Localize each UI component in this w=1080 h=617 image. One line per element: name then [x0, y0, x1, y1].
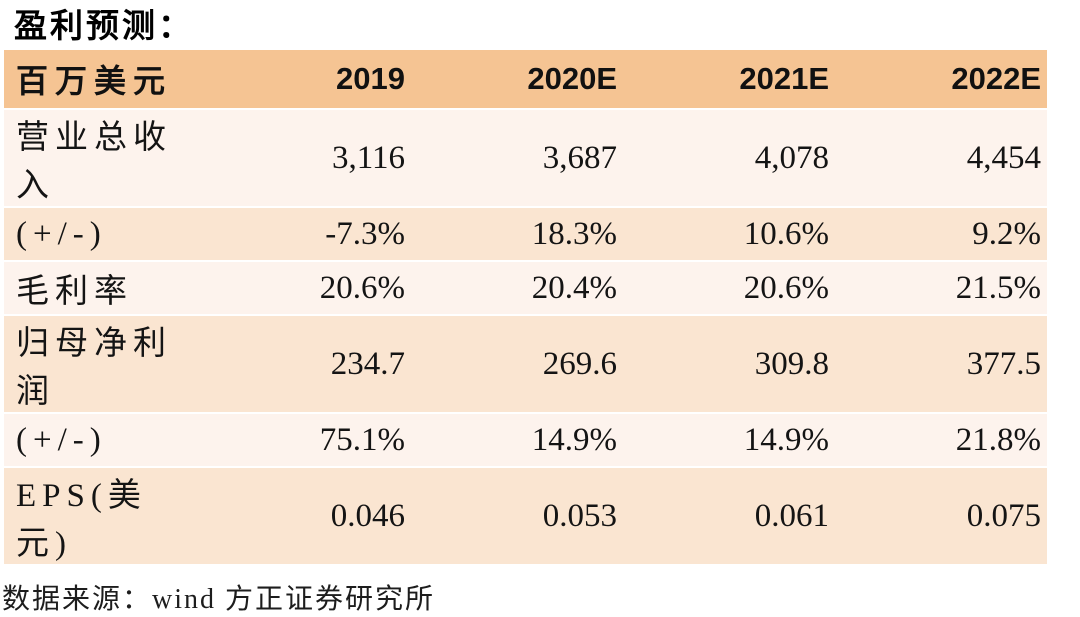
- table-row-revenue-growth: (+/-) -7.3% 18.3% 10.6% 9.2%: [4, 206, 1047, 260]
- row-label: 营业总收入: [4, 108, 199, 206]
- cell-value: 0.046: [199, 466, 411, 564]
- row-label: 归母净利润: [4, 314, 199, 412]
- row-label: EPS(美元): [4, 466, 199, 564]
- row-label: (+/-): [4, 412, 199, 466]
- cell-value: 75.1%: [199, 412, 411, 466]
- table-row-eps: EPS(美元) 0.046 0.053 0.061 0.075: [4, 466, 1047, 564]
- cell-value: 20.4%: [411, 260, 623, 314]
- cell-value: 18.3%: [411, 206, 623, 260]
- cell-value: 0.053: [411, 466, 623, 564]
- cell-value: 14.9%: [411, 412, 623, 466]
- cell-value: -7.3%: [199, 206, 411, 260]
- cell-value: 20.6%: [623, 260, 835, 314]
- table-row-revenue: 营业总收入 3,116 3,687 4,078 4,454: [4, 108, 1047, 206]
- page-title: 盈利预测：: [14, 9, 194, 45]
- table-row-gross-margin: 毛利率 20.6% 20.4% 20.6% 21.5%: [4, 260, 1047, 314]
- row-label: (+/-): [4, 206, 199, 260]
- cell-value: 10.6%: [623, 206, 835, 260]
- profit-forecast-figure: 盈利预测： 百万美元 2019 2020E 2021E 2022E 营业总收入 …: [2, 9, 1047, 615]
- unit-header-cell: 百万美元: [4, 50, 199, 108]
- year-header-2019: 2019: [199, 50, 411, 108]
- cell-value: 4,454: [835, 108, 1047, 206]
- cell-value: 0.061: [623, 466, 835, 564]
- cell-value: 269.6: [411, 314, 623, 412]
- cell-value: 3,116: [199, 108, 411, 206]
- cell-value: 21.8%: [835, 412, 1047, 466]
- cell-value: 309.8: [623, 314, 835, 412]
- cell-value: 4,078: [623, 108, 835, 206]
- cell-value: 3,687: [411, 108, 623, 206]
- cell-value: 9.2%: [835, 206, 1047, 260]
- profit-forecast-table: 百万美元 2019 2020E 2021E 2022E 营业总收入 3,116 …: [4, 50, 1047, 564]
- cell-value: 14.9%: [623, 412, 835, 466]
- year-header-2021e: 2021E: [623, 50, 835, 108]
- cell-value: 21.5%: [835, 260, 1047, 314]
- data-source-caption: 数据来源：wind 方正证券研究所: [2, 584, 436, 615]
- cell-value: 20.6%: [199, 260, 411, 314]
- cell-value: 377.5: [835, 314, 1047, 412]
- row-label: 毛利率: [4, 260, 199, 314]
- cell-value: 234.7: [199, 314, 411, 412]
- year-header-2020e: 2020E: [411, 50, 623, 108]
- year-header-2022e: 2022E: [835, 50, 1047, 108]
- cell-value: 0.075: [835, 466, 1047, 564]
- table-row-net-profit-growth: (+/-) 75.1% 14.9% 14.9% 21.8%: [4, 412, 1047, 466]
- table-row-net-profit: 归母净利润 234.7 269.6 309.8 377.5: [4, 314, 1047, 412]
- header-row: 百万美元 2019 2020E 2021E 2022E: [4, 50, 1047, 108]
